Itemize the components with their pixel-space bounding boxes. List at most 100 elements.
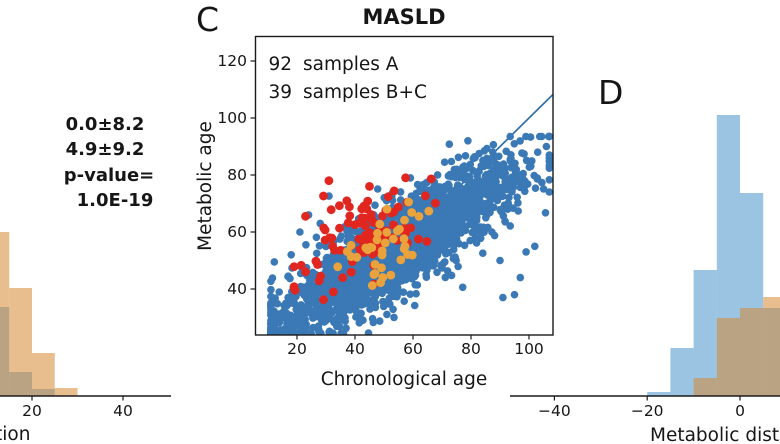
data-point — [489, 148, 497, 156]
data-point — [433, 245, 441, 253]
data-point — [462, 197, 471, 205]
data-point — [393, 292, 401, 301]
right_histogram-bar-masld-tan — [763, 297, 780, 396]
data-point — [358, 236, 367, 245]
data-point — [420, 199, 428, 208]
data-point — [341, 317, 350, 326]
data-point — [479, 223, 488, 232]
data-point — [359, 316, 367, 325]
right_histogram-bar-reference-blue — [693, 270, 717, 396]
left_histogram-bar-masld-tan — [32, 353, 55, 396]
data-point — [442, 216, 451, 224]
scatter-ytick-label: 100 — [217, 109, 247, 127]
data-point — [506, 155, 514, 164]
right_histogram-bar-masld-tan — [716, 318, 740, 396]
data-point — [454, 181, 462, 189]
scatter-ytick-label: 40 — [227, 280, 247, 298]
data-point — [339, 329, 348, 335]
data-point — [311, 256, 321, 266]
data-point — [445, 181, 453, 190]
data-point — [401, 173, 410, 183]
data-point — [382, 228, 392, 237]
data-point — [345, 281, 354, 290]
data-point — [434, 225, 442, 233]
data-point — [335, 223, 344, 233]
scatter-xtick-label: 20 — [287, 340, 307, 358]
data-point — [421, 180, 429, 188]
data-point — [364, 329, 373, 335]
data-point — [313, 249, 321, 258]
scatter-series-orange — [333, 197, 434, 290]
data-point — [301, 211, 310, 221]
right-histogram-axis: −40 −20 0 — [510, 395, 780, 420]
data-point — [323, 262, 332, 270]
data-point — [545, 151, 553, 159]
data-point — [332, 299, 340, 308]
right_histogram-bar-masld-tan — [740, 308, 764, 396]
data-point — [345, 211, 355, 221]
data-point — [513, 193, 521, 202]
data-point — [447, 157, 456, 166]
data-point — [494, 161, 503, 169]
data-point — [358, 259, 367, 268]
data-point — [514, 207, 522, 215]
stat-blue-mean: 0.0±8.2 — [66, 114, 145, 135]
data-point — [333, 262, 343, 272]
data-point — [320, 225, 330, 235]
left-histogram-bars — [0, 232, 78, 396]
data-point — [433, 268, 441, 277]
data-point — [290, 299, 299, 307]
data-point — [367, 281, 377, 290]
left_histogram-bar-masld-tan — [54, 388, 78, 396]
data-point — [483, 144, 491, 153]
data-point — [360, 273, 369, 282]
data-point — [495, 186, 503, 194]
data-point — [396, 196, 405, 204]
data-point — [505, 193, 513, 202]
left-histogram-axis: 20 40 — [0, 395, 171, 420]
data-point — [369, 318, 378, 327]
data-point — [445, 140, 454, 148]
data-point — [441, 258, 449, 266]
data-point — [538, 178, 546, 187]
data-point — [285, 323, 294, 331]
data-point — [343, 218, 353, 228]
data-point — [440, 194, 449, 202]
data-point — [352, 252, 362, 262]
data-point — [431, 198, 440, 208]
data-point — [411, 270, 419, 279]
data-point — [463, 174, 471, 182]
data-point — [267, 285, 275, 294]
right_histogram-tick-label: −20 — [631, 402, 664, 420]
data-point — [343, 227, 351, 235]
data-point — [492, 177, 500, 186]
scatter-plot-border — [254, 35, 554, 336]
data-point — [327, 279, 336, 287]
scatter-ylabel: Metabolic age — [195, 121, 216, 251]
data-point — [472, 168, 481, 177]
data-point — [383, 192, 393, 202]
data-point — [338, 273, 348, 283]
data-point — [287, 251, 296, 259]
data-point — [362, 204, 372, 214]
data-point — [267, 316, 275, 325]
data-point — [382, 204, 392, 214]
data-point — [508, 187, 516, 196]
data-point — [335, 315, 344, 324]
data-point — [303, 329, 312, 335]
data-point — [319, 295, 328, 305]
data-point — [485, 189, 493, 198]
data-point — [474, 190, 483, 199]
data-point — [319, 191, 328, 201]
right_histogram-tick-label: 0 — [735, 402, 745, 420]
data-point — [346, 267, 356, 277]
data-point — [424, 206, 434, 216]
scatter-legend: 92 samples A 39 samples B+C — [268, 54, 426, 103]
data-point — [283, 302, 291, 310]
data-point — [289, 262, 299, 272]
data-point — [328, 241, 338, 251]
data-point — [477, 229, 486, 237]
data-point — [400, 215, 409, 225]
